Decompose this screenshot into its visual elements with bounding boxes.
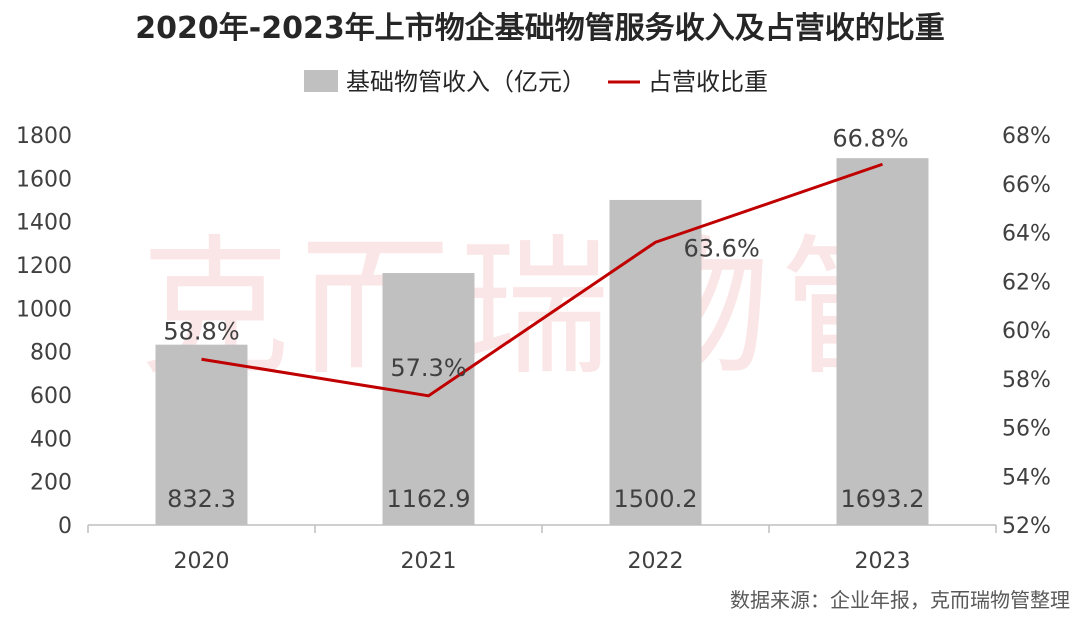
x-tick-label: 2021 bbox=[401, 549, 457, 574]
y-right-tick-label: 66% bbox=[1002, 173, 1051, 198]
y-left-tick-label: 1600 bbox=[16, 167, 72, 192]
bar bbox=[382, 273, 475, 525]
legend-swatch-bar bbox=[304, 70, 338, 92]
bar-value-label: 832.3 bbox=[167, 485, 236, 513]
y-right-tick-label: 64% bbox=[1002, 222, 1051, 247]
line-value-label: 63.6% bbox=[684, 234, 760, 262]
y-left-tick-label: 1400 bbox=[16, 211, 72, 236]
y-left-tick-label: 800 bbox=[30, 341, 72, 366]
y-right-tick-label: 52% bbox=[1002, 514, 1051, 539]
bar-value-label: 1162.9 bbox=[387, 485, 471, 513]
x-tick-label: 2023 bbox=[855, 549, 911, 574]
x-tick-label: 2020 bbox=[174, 549, 230, 574]
y-right-tick-label: 60% bbox=[1002, 319, 1051, 344]
plot-area: 2020 2021 2022 2023 0 200 400 600 800 1000 1200 140… bbox=[16, 124, 1051, 574]
y-right-tick-label: 58% bbox=[1002, 368, 1051, 393]
y-left-tick-label: 200 bbox=[30, 471, 72, 496]
legend-label-line: 占营收比重 bbox=[648, 68, 768, 96]
bar bbox=[155, 344, 248, 525]
y-right-tick-label: 62% bbox=[1002, 270, 1051, 295]
bar bbox=[609, 199, 702, 525]
y-left-tick-label: 600 bbox=[30, 384, 72, 409]
bar bbox=[836, 158, 929, 525]
legend: 基础物管收入（亿元） 占营收比重 bbox=[304, 68, 768, 96]
bar-value-label: 1693.2 bbox=[841, 485, 925, 513]
y-left-tick-label: 1200 bbox=[16, 254, 72, 279]
line-value-label: 66.8% bbox=[832, 124, 908, 152]
chart-title: 2020年-2023年上市物企基础物管服务收入及占营收的比重 bbox=[135, 11, 944, 46]
y-left-tick-label: 1000 bbox=[16, 297, 72, 322]
line-value-label: 57.3% bbox=[390, 354, 466, 382]
y-left-tick-label: 400 bbox=[30, 427, 72, 452]
series-line bbox=[201, 162, 883, 398]
bar-value-label: 1500.2 bbox=[614, 485, 698, 513]
watermark-text: 克而瑞物管 bbox=[140, 222, 940, 396]
y-left-tick-label: 1800 bbox=[16, 124, 72, 149]
x-tick-label: 2022 bbox=[628, 549, 684, 574]
line-value-label: 58.8% bbox=[163, 317, 239, 345]
y-right-tick-label: 56% bbox=[1002, 417, 1051, 442]
y-right-tick-label: 54% bbox=[1002, 465, 1051, 490]
y-left-tick-label: 0 bbox=[58, 514, 72, 539]
source-note: 数据来源：企业年报，克而瑞物管整理 bbox=[730, 588, 1070, 612]
legend-label-bar: 基础物管收入（亿元） bbox=[346, 68, 586, 96]
y-right-tick-label: 68% bbox=[1002, 124, 1051, 149]
